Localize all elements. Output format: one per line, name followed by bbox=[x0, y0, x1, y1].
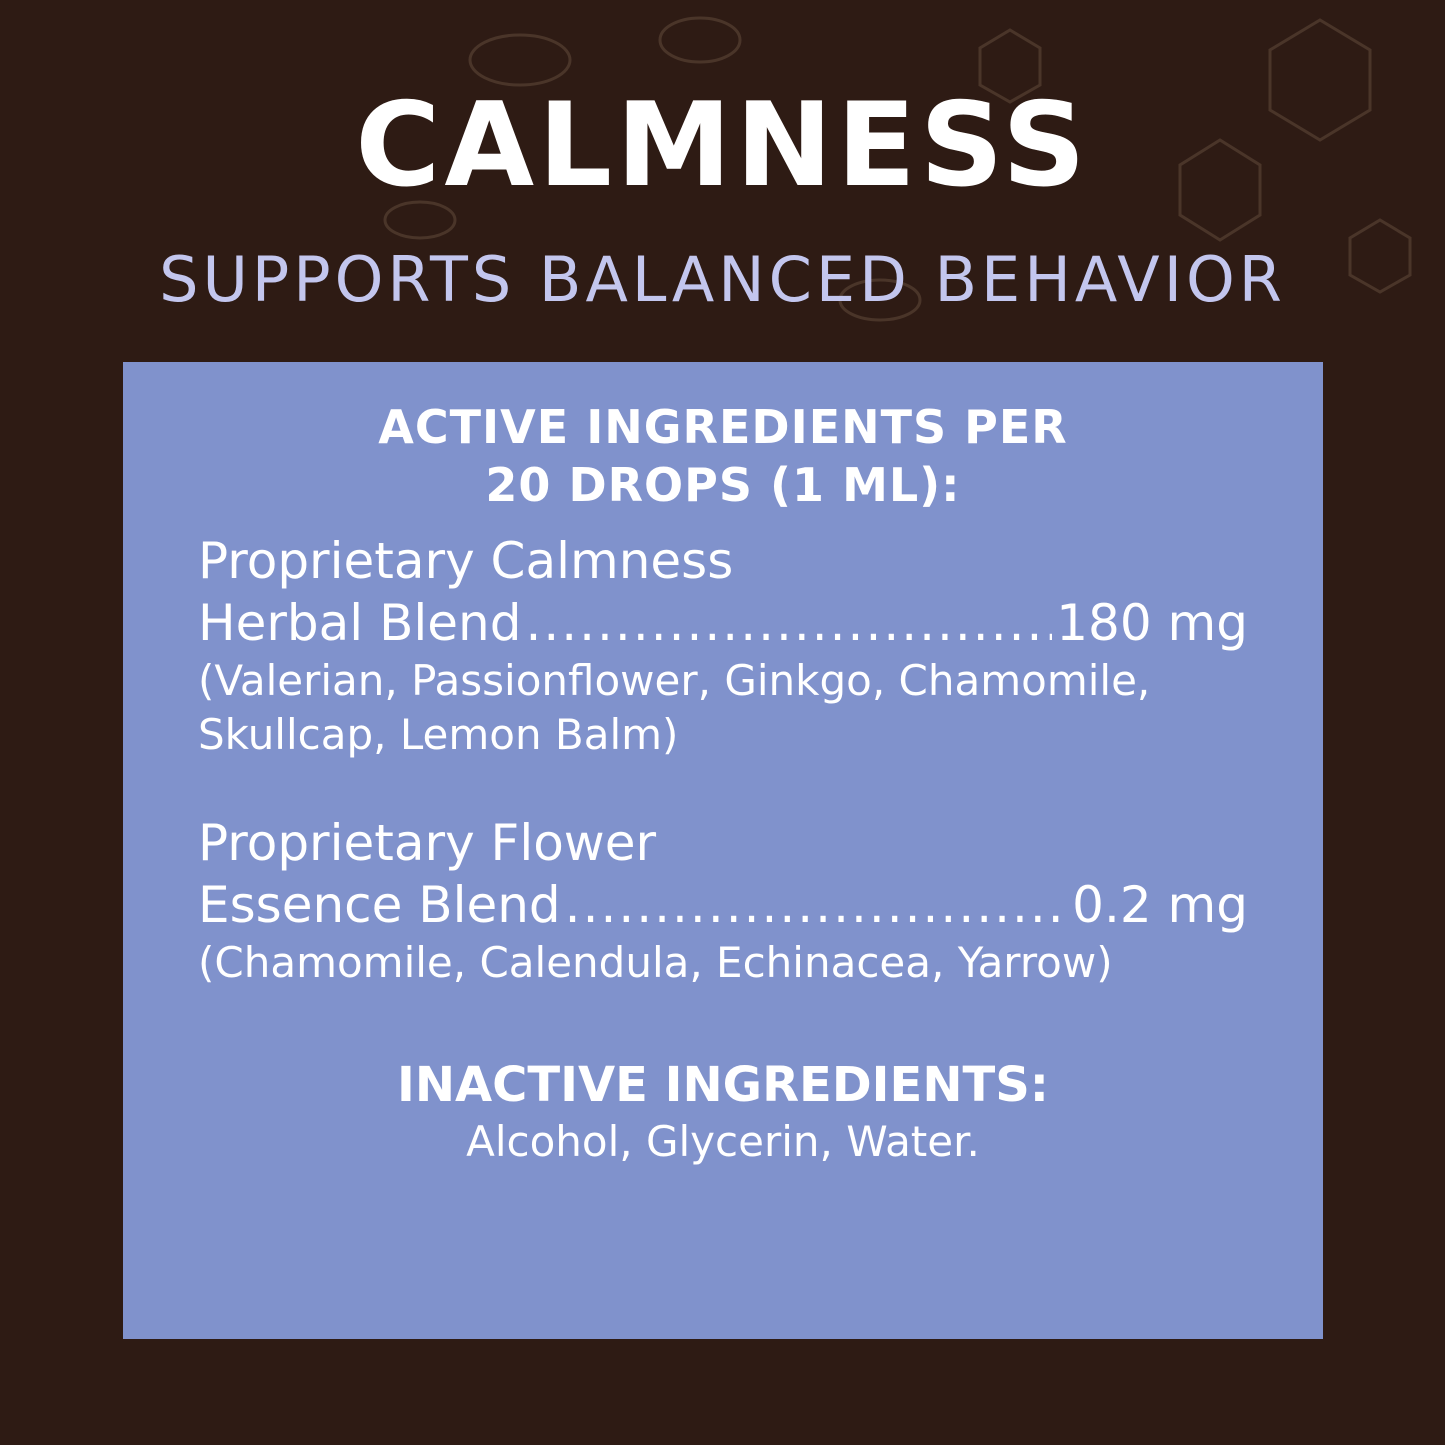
blend-ingredients: (Valerian, Passionflower, Ginkgo, Chamom… bbox=[198, 656, 1151, 705]
blend-name: Proprietary Flower bbox=[198, 814, 657, 872]
blend-ingredients-cont: Skullcap, Lemon Balm) bbox=[198, 710, 679, 759]
blend-amount: 180 mg bbox=[1056, 594, 1248, 652]
blend-flower-essence: Proprietary Flower Essence Blend 0.2 mg … bbox=[198, 812, 1248, 990]
product-title: CALMNESS bbox=[355, 78, 1090, 213]
blend-calmness-herbal: Proprietary Calmness Herbal Blend 180 mg… bbox=[198, 530, 1248, 762]
heading-line-2: 20 DROPS (1 ML): bbox=[485, 458, 961, 512]
blend-name-cont: Essence Blend bbox=[198, 876, 561, 934]
inactive-ingredients-list: Alcohol, Glycerin, Water. bbox=[466, 1117, 980, 1166]
dot-leader bbox=[525, 592, 1052, 654]
blend-ingredients: (Chamomile, Calendula, Echinacea, Yarrow… bbox=[198, 938, 1113, 987]
botanical-molecule-pattern bbox=[383, 16, 1412, 322]
blend-amount: 0.2 mg bbox=[1072, 876, 1248, 934]
blend-name-cont: Herbal Blend bbox=[198, 594, 522, 652]
ingredients-panel: ACTIVE INGREDIENTS PER 20 DROPS (1 ML): … bbox=[123, 362, 1323, 1339]
dot-leader bbox=[565, 874, 1068, 936]
heading-line-1: ACTIVE INGREDIENTS PER bbox=[378, 400, 1068, 454]
blend-name: Proprietary Calmness bbox=[198, 532, 734, 590]
product-subtitle: SUPPORTS BALANCED BEHAVIOR bbox=[159, 243, 1286, 316]
inactive-ingredients-heading: INACTIVE INGREDIENTS: bbox=[396, 1057, 1049, 1113]
active-ingredients-heading: ACTIVE INGREDIENTS PER 20 DROPS (1 ML): bbox=[123, 398, 1323, 514]
